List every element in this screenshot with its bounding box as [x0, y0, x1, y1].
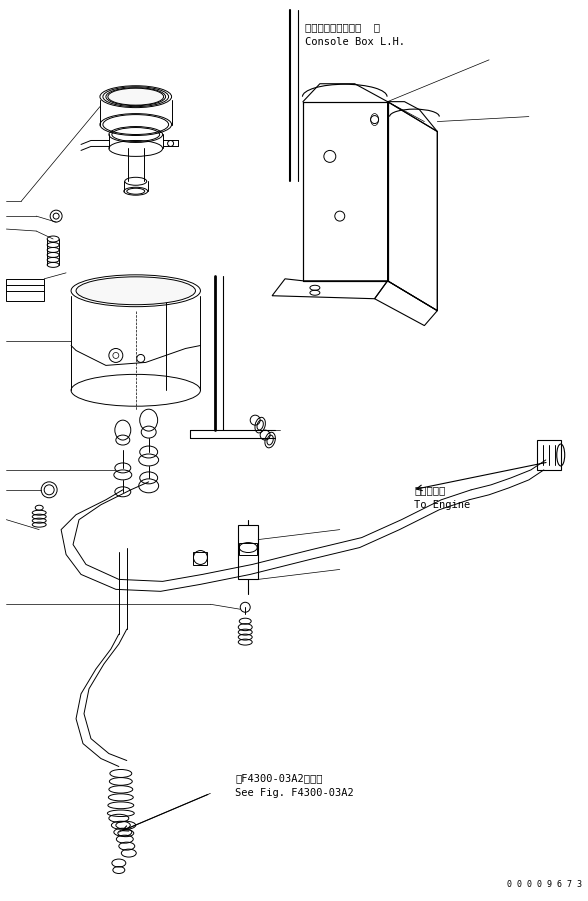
- Bar: [537, 440, 561, 470]
- Bar: [193, 551, 208, 566]
- Text: Console Box L.H.: Console Box L.H.: [305, 37, 405, 47]
- Text: 0 0 0 0 9 6 7 3: 0 0 0 0 9 6 7 3: [507, 880, 582, 889]
- Text: 第F4300-03A2図参照: 第F4300-03A2図参照: [235, 773, 323, 784]
- Bar: [6, 278, 44, 301]
- Bar: [238, 524, 258, 579]
- Text: To Engine: To Engine: [415, 500, 470, 510]
- Bar: [239, 542, 257, 554]
- Ellipse shape: [108, 88, 163, 105]
- Text: See Fig. F4300-03A2: See Fig. F4300-03A2: [235, 788, 354, 798]
- Text: エンジンへ: エンジンへ: [415, 485, 446, 495]
- Text: コンソールボックス  左: コンソールボックス 左: [305, 22, 380, 32]
- Ellipse shape: [76, 277, 195, 305]
